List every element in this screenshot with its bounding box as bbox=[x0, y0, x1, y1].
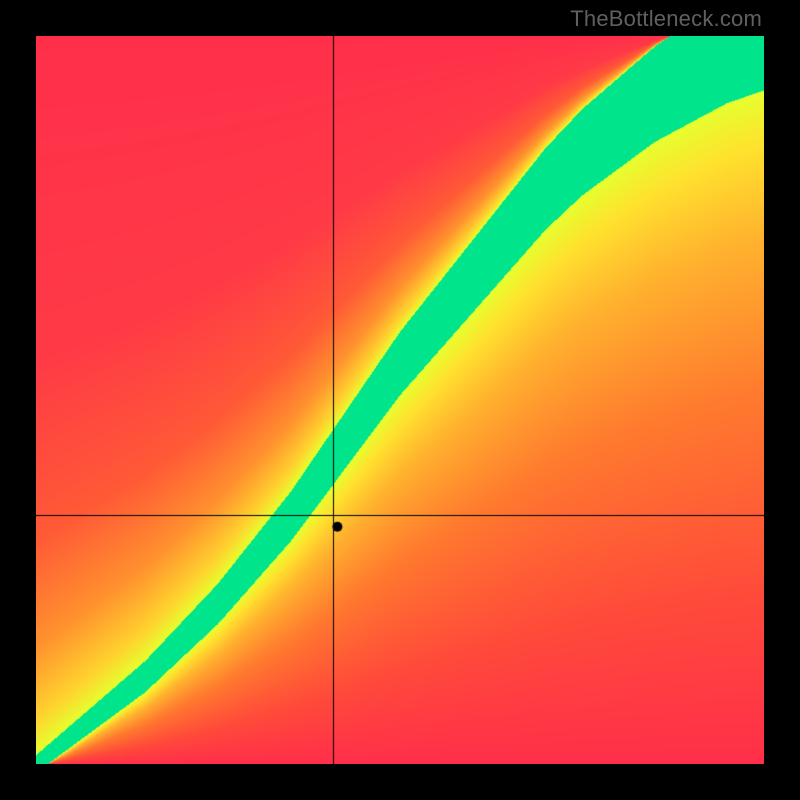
watermark-text: TheBottleneck.com bbox=[570, 6, 762, 32]
heatmap-canvas bbox=[36, 36, 764, 764]
bottleneck-heatmap bbox=[36, 36, 764, 764]
